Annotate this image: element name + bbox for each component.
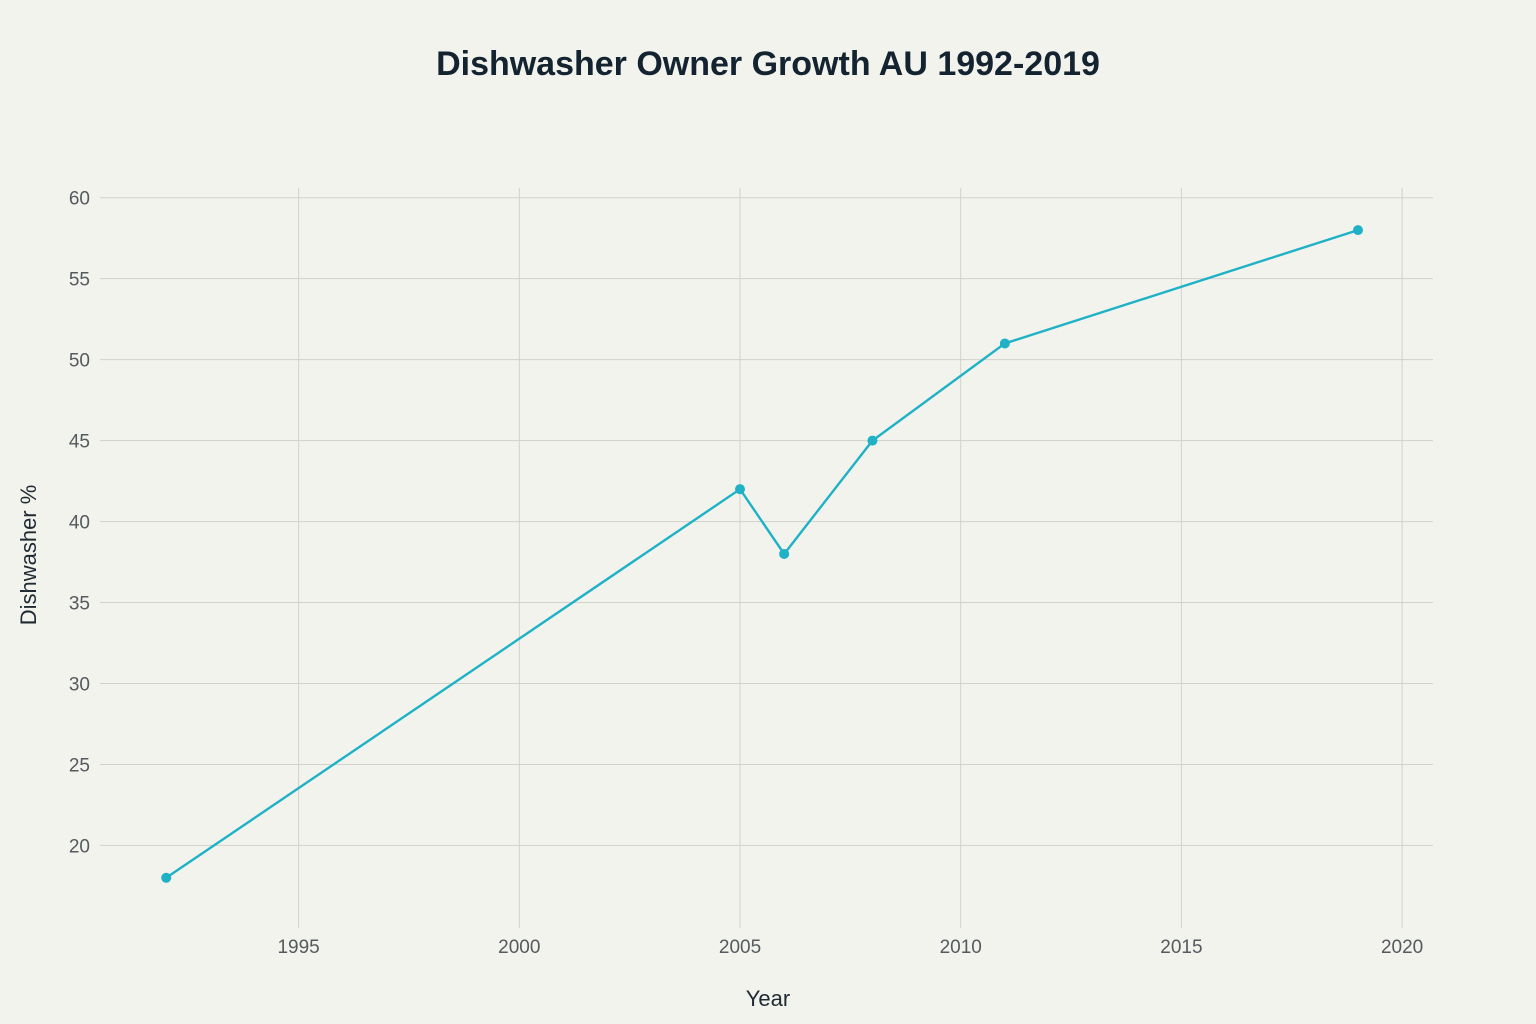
x-tick-label: 2005 bbox=[719, 937, 761, 958]
x-tick-label: 2020 bbox=[1381, 937, 1423, 958]
y-tick-label: 35 bbox=[69, 594, 90, 615]
x-axis-title: Year bbox=[746, 986, 790, 1011]
y-tick-label: 20 bbox=[69, 836, 90, 857]
x-tick-label: 2015 bbox=[1160, 937, 1202, 958]
tick-labels: 20 25 30 35 40 45 50 55 60 1995 2000 2005 2010 2015 20… bbox=[69, 189, 1423, 958]
x-tick-label: 2000 bbox=[498, 937, 540, 958]
data-point bbox=[735, 484, 746, 495]
y-tick-label: 60 bbox=[69, 189, 90, 210]
x-tick-label: 2010 bbox=[940, 937, 982, 958]
data-point bbox=[779, 548, 790, 559]
series-line bbox=[165, 228, 1359, 879]
y-tick-label: 30 bbox=[69, 674, 90, 695]
y-tick-label: 25 bbox=[69, 755, 90, 776]
y-tick-label: 50 bbox=[69, 351, 90, 372]
y-axis-title: Dishwasher % bbox=[16, 485, 41, 626]
data-point bbox=[867, 435, 878, 446]
y-tick-label: 45 bbox=[69, 432, 90, 453]
y-tick-label: 40 bbox=[69, 513, 90, 534]
data-point bbox=[1352, 225, 1363, 236]
data-point bbox=[999, 338, 1010, 349]
x-tick-label: 1995 bbox=[277, 937, 319, 958]
chart-title: Dishwasher Owner Growth AU 1992-2019 bbox=[436, 45, 1100, 83]
y-tick-label: 55 bbox=[69, 270, 90, 291]
grid-layer bbox=[100, 188, 1433, 928]
data-point bbox=[161, 872, 172, 883]
series-layer bbox=[161, 225, 1363, 883]
